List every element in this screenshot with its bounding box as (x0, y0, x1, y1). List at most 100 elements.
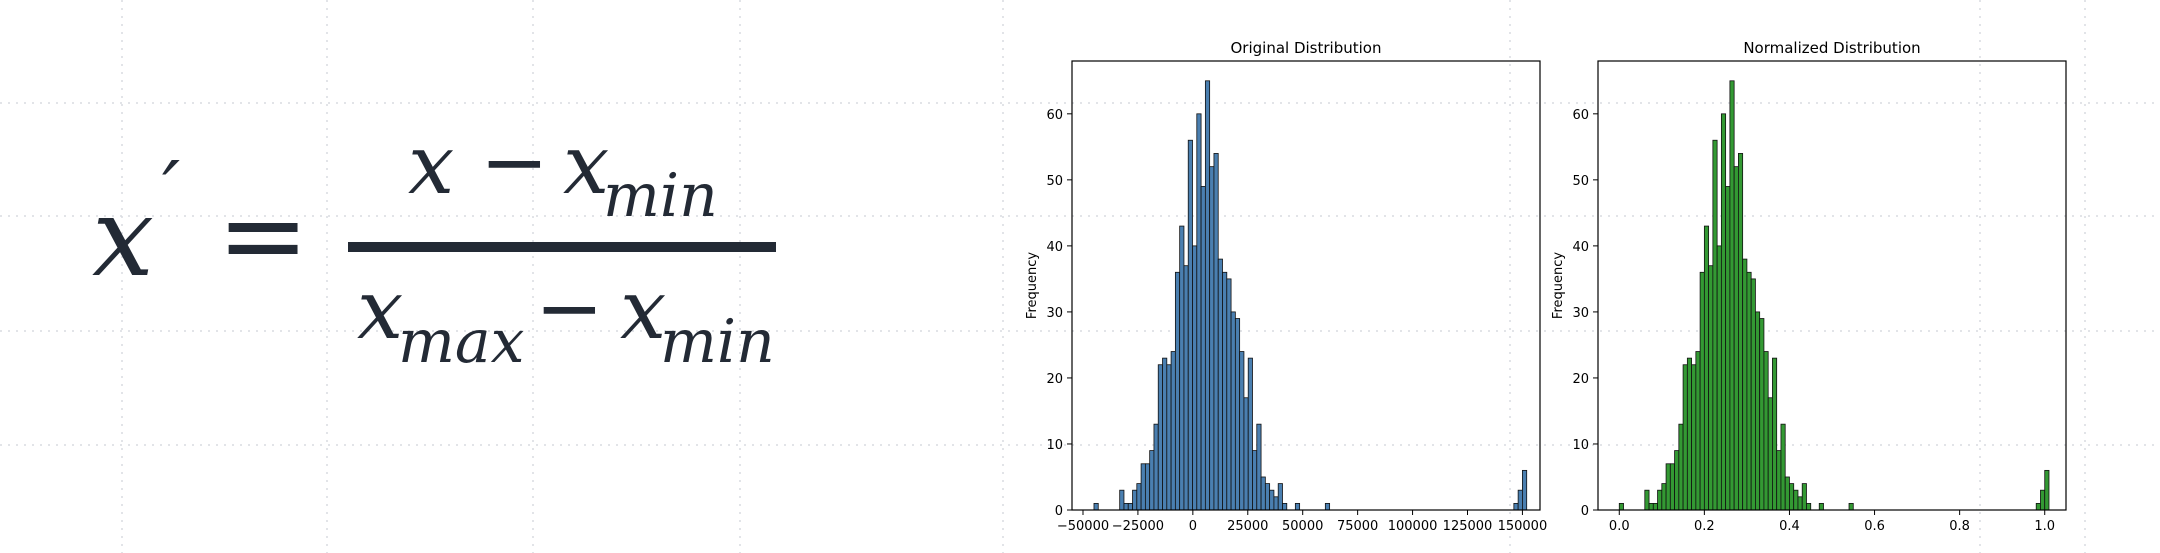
normalized-bar (1848, 502, 1854, 511)
formula-numerator-x: x (408, 118, 454, 213)
original-bar (1093, 502, 1099, 511)
original-bar (1123, 502, 1129, 511)
original-xtick-label: −50000 (1057, 519, 1109, 534)
original-bar (1119, 489, 1125, 511)
original-bar (1157, 364, 1163, 511)
normalized-bar (1686, 357, 1693, 511)
original-bar (1239, 351, 1245, 511)
normalized-ytick-label: 40 (1572, 240, 1589, 255)
original-bar (1166, 364, 1172, 511)
normalized-bar (1703, 225, 1710, 511)
original-bar (1282, 502, 1288, 511)
original-ytick-label: 10 (1046, 438, 1063, 453)
original-bar (1252, 450, 1258, 511)
original-xtick-label: 150000 (1498, 519, 1548, 534)
normalized-bar (1784, 476, 1790, 511)
original-xtick-label: 125000 (1443, 519, 1493, 534)
original-bar (1174, 271, 1181, 511)
original-bars (1093, 80, 1528, 511)
original-bar (1149, 450, 1155, 511)
original-bar (1162, 357, 1168, 511)
original-bar (1170, 351, 1176, 511)
normalized-bar (1780, 423, 1786, 511)
formula-lhs-prime: ′ (162, 144, 180, 237)
normalized-bar (1763, 351, 1769, 511)
normalized-ytick-label: 10 (1572, 438, 1589, 453)
original-bar (1260, 476, 1266, 511)
original-bar (1187, 139, 1193, 511)
normalized-bar (1712, 139, 1718, 511)
original-distribution-chart: Original Distribution Frequency 0 10 20 30 40 5… (1025, 39, 1548, 534)
normalized-bar (1699, 271, 1705, 511)
normalized-bar (1759, 318, 1765, 511)
formula-denominator-subscript-min: min (660, 307, 775, 377)
normalized-bar (1789, 483, 1795, 511)
normalized-bar (1729, 80, 1735, 511)
original-bar (1522, 469, 1528, 511)
original-bar (1209, 166, 1215, 511)
min-max-normalization-formula: x ′ = x − x min x max − x min (92, 115, 776, 377)
original-bar (1192, 245, 1198, 511)
normalized-xtick-label: 0.8 (1949, 519, 1970, 534)
normalized-bar (1776, 450, 1782, 511)
normalized-bar (1772, 357, 1778, 511)
normalized-bar (1716, 245, 1722, 511)
original-bar (1136, 483, 1142, 511)
original-bar (1183, 265, 1189, 511)
original-xtick-label: 50000 (1282, 519, 1323, 534)
original-bar (1513, 502, 1519, 511)
original-bar (1273, 496, 1279, 511)
normalized-bars (1618, 80, 2050, 511)
formula-denominator-x-max: x (357, 263, 403, 358)
normalized-distribution-chart: Normalized Distribution Frequency 0 10 20 30 4… (1551, 39, 2067, 534)
formula-denominator-x-min: x (620, 263, 666, 358)
normalized-bar (1657, 489, 1663, 511)
original-bar (1247, 357, 1253, 511)
original-bar (1179, 225, 1185, 511)
original-bar (1153, 423, 1159, 511)
normalized-bar (1737, 153, 1744, 511)
original-bar (1324, 502, 1331, 511)
original-bar (1200, 186, 1206, 511)
formula-numerator-x-min: x (563, 118, 609, 213)
normalized-ytick-label: 20 (1572, 372, 1589, 387)
normalized-bar (1669, 463, 1675, 511)
normalized-bar (1750, 278, 1756, 511)
original-bar (1256, 423, 1262, 511)
normalized-bar (1665, 463, 1671, 511)
normalized-xtick-label: 0.6 (1864, 519, 1885, 534)
normalized-bar (1691, 364, 1697, 511)
normalized-plot-frame (1597, 60, 2067, 511)
normalized-bar (2040, 489, 2046, 511)
normalized-bar (1648, 502, 1654, 511)
normalized-bar (1793, 489, 1799, 511)
normalized-bar (1661, 483, 1667, 511)
normalized-title: Normalized Distribution (1743, 39, 1920, 57)
original-bar (1517, 489, 1523, 511)
original-title: Original Distribution (1231, 39, 1382, 57)
normalized-bar (1720, 113, 1727, 511)
original-ytick-label: 60 (1046, 108, 1063, 123)
original-xtick-label: 25000 (1227, 519, 1268, 534)
original-bar (1213, 153, 1219, 511)
normalized-bar (1767, 397, 1773, 511)
original-bar (1222, 271, 1228, 511)
formula-equals-sign: = (217, 171, 309, 299)
original-ytick-label: 30 (1046, 306, 1063, 321)
original-ytick-label: 40 (1046, 240, 1063, 255)
normalized-bar (2044, 469, 2050, 511)
original-bar (1196, 113, 1202, 511)
normalized-bar (1618, 502, 1624, 511)
formula-numerator-minus: − (480, 115, 549, 210)
normalized-bar (1797, 496, 1803, 511)
original-xtick-label: 0 (1189, 519, 1197, 534)
original-bar (1127, 502, 1133, 511)
original-ylabel: Frequency (1025, 252, 1040, 319)
original-xtick-label: 75000 (1337, 519, 1378, 534)
formula-denominator-subscript-max: max (398, 307, 525, 377)
original-plot-frame (1071, 60, 1541, 511)
original-xtick-label: 100000 (1388, 519, 1438, 534)
original-bar (1277, 483, 1283, 511)
normalized-bar (1755, 311, 1761, 511)
